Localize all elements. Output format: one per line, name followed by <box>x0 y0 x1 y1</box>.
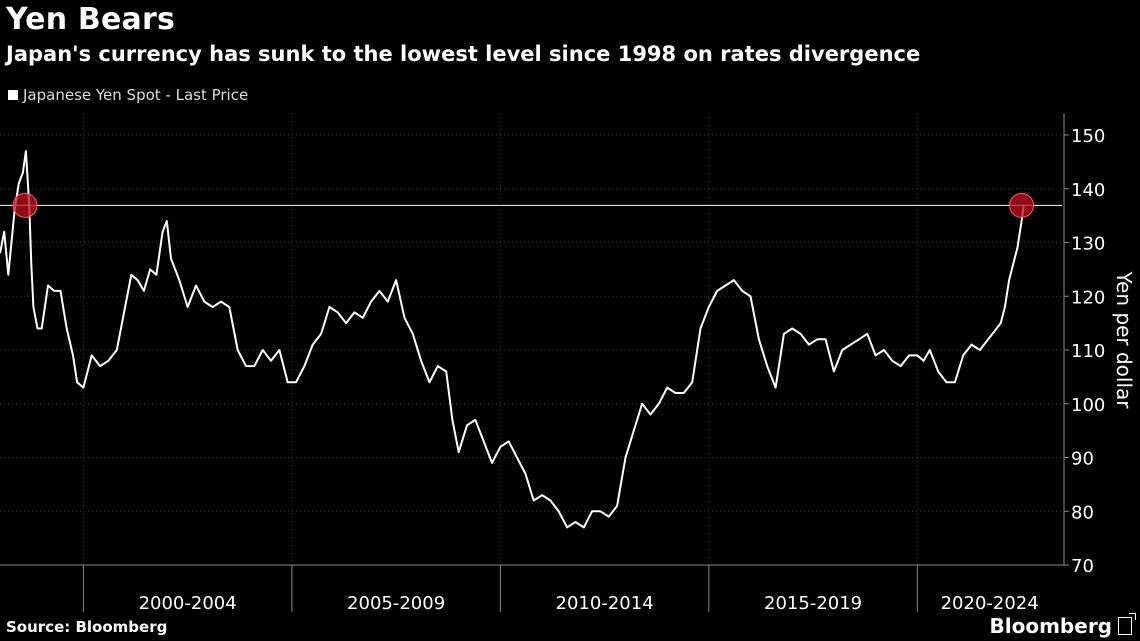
legend: Japanese Yen Spot - Last Price <box>8 86 248 104</box>
highlight-marker <box>1009 192 1035 218</box>
y-tick-label: 90 <box>1071 449 1094 470</box>
external-link-icon <box>1118 613 1136 635</box>
y-axis-label: Yen per dollar <box>1112 270 1136 409</box>
y-tick-label: 150 <box>1071 126 1105 147</box>
x-tick-label: 2020-2024 <box>941 593 1039 614</box>
x-tick-label: 2015-2019 <box>764 593 862 614</box>
series-layer <box>0 150 1025 529</box>
y-tick-label: 70 <box>1071 556 1094 577</box>
y-tick-label: 100 <box>1071 395 1105 416</box>
axes: 70 80 90 100 110 120 130 140 150 2000-2004 2005-20… <box>0 113 1105 614</box>
x-tick-label: 2000-2004 <box>139 593 237 614</box>
legend-label: Japanese Yen Spot - Last Price <box>23 86 249 104</box>
y-tick-label: 110 <box>1071 341 1105 362</box>
brand-name: Bloomberg <box>989 614 1112 638</box>
highlight-markers <box>12 192 1035 218</box>
y-tick-label: 80 <box>1071 502 1094 523</box>
source-note: Source: Bloomberg <box>6 618 168 636</box>
y-tick-label: 140 <box>1071 180 1105 201</box>
grid <box>0 113 1062 566</box>
x-tick-label: 2010-2014 <box>556 593 654 614</box>
legend-swatch <box>8 90 18 100</box>
series-line <box>0 150 1025 529</box>
y-tick-label: 120 <box>1071 287 1105 308</box>
chart-title: Yen Bears <box>6 2 176 37</box>
highlight-marker <box>12 192 38 218</box>
x-tick-label: 2005-2009 <box>347 593 445 614</box>
chart-subtitle: Japan's currency has sunk to the lowest … <box>6 42 921 66</box>
y-tick-label: 130 <box>1071 234 1105 255</box>
bloomberg-logo: Bloomberg <box>989 613 1136 638</box>
